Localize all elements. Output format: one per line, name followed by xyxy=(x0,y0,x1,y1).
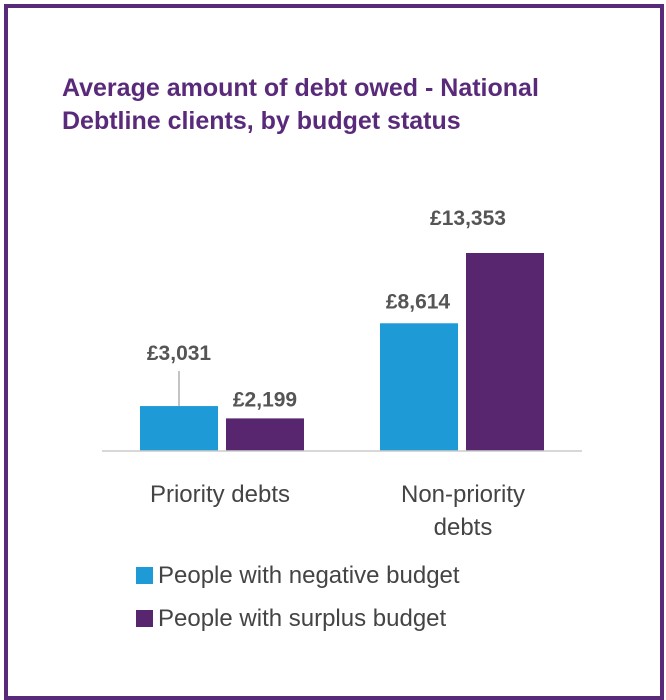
data-label: £13,353 xyxy=(430,207,506,230)
legend-swatch xyxy=(136,610,153,627)
data-label: £8,614 xyxy=(386,290,451,313)
legend-label: People with surplus budget xyxy=(158,605,447,632)
chart-frame xyxy=(4,4,664,700)
category-label: debts xyxy=(434,514,493,541)
bar-surplus-0 xyxy=(226,418,304,451)
data-label: £2,199 xyxy=(233,388,297,411)
chart-title: Average amount of debt owed - National D… xyxy=(62,74,539,135)
category-label: Non-priority xyxy=(401,481,525,508)
legend-label: People with negative budget xyxy=(158,562,460,589)
data-label: £3,031 xyxy=(147,342,212,365)
legend-swatch xyxy=(136,567,153,584)
bar-surplus-1 xyxy=(466,253,544,451)
bar-negative-1 xyxy=(380,323,458,451)
category-label: Priority debts xyxy=(150,481,290,508)
bar-negative-0 xyxy=(140,406,218,451)
